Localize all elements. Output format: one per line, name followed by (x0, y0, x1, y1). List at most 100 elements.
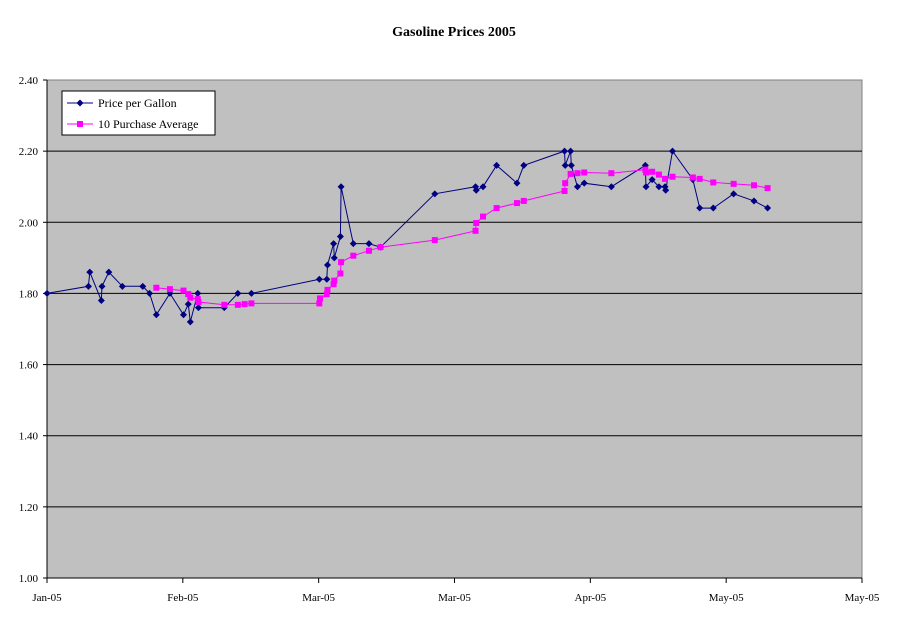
data-point (643, 169, 650, 176)
y-tick-label: 1.00 (19, 573, 39, 585)
data-point (86, 268, 94, 276)
x-tick-label: May-05 (845, 592, 880, 604)
data-point (187, 294, 194, 301)
data-point (317, 295, 324, 302)
data-point (330, 281, 337, 288)
data-point (689, 174, 696, 181)
data-point (330, 240, 338, 248)
data-point (336, 233, 344, 241)
data-point (655, 183, 663, 191)
data-point (118, 282, 126, 290)
data-point (562, 180, 569, 187)
data-point (185, 291, 192, 298)
data-point (316, 300, 323, 307)
data-point (146, 289, 154, 297)
plot-background (46, 79, 863, 579)
data-point (730, 190, 738, 198)
data-point (669, 147, 677, 155)
data-point (561, 161, 569, 169)
data-point (709, 204, 717, 212)
data-point (493, 205, 500, 212)
data-point (194, 304, 202, 312)
data-point (751, 182, 758, 189)
data-point (696, 175, 703, 182)
chart-title: Gasoline Prices 2005 (392, 25, 516, 40)
data-point (315, 275, 323, 283)
data-point (513, 200, 520, 207)
y-tick-label: 2.40 (19, 75, 39, 87)
data-point (764, 204, 772, 212)
data-point (561, 187, 568, 194)
data-point (431, 237, 438, 244)
y-tick-label: 2.20 (19, 146, 39, 158)
data-point (323, 261, 331, 269)
data-point (574, 170, 581, 177)
y-tick-label: 1.80 (19, 288, 39, 300)
data-point (43, 289, 51, 297)
data-point (472, 227, 479, 234)
data-point (573, 183, 581, 191)
data-point (730, 180, 737, 187)
data-point (662, 175, 669, 182)
data-point (567, 161, 575, 169)
legend-label: 10 Purchase Average (98, 117, 198, 131)
data-point (248, 300, 255, 307)
data-point (472, 186, 480, 194)
data-point (561, 147, 569, 155)
plot-area: 1.00 1.20 1.40 1.60 1.80 2.00 2.20 2.40 Jan-05 Fe… (19, 75, 880, 604)
data-point (431, 190, 439, 198)
data-point (337, 183, 345, 191)
data-point (152, 311, 160, 319)
data-point (350, 252, 357, 259)
data-point (349, 240, 357, 248)
y-tick-label: 1.60 (19, 360, 39, 372)
data-point (338, 259, 345, 266)
data-point (580, 179, 588, 187)
legend-label: Price per Gallon (98, 96, 177, 110)
data-point (331, 277, 338, 284)
data-point (480, 213, 487, 220)
data-point (195, 298, 202, 305)
data-point (76, 99, 84, 107)
data-point (479, 183, 487, 191)
data-point (669, 173, 676, 180)
data-point (710, 179, 717, 186)
data-point (221, 301, 228, 308)
data-point (473, 219, 480, 226)
data-point (642, 183, 650, 191)
data-point (323, 275, 331, 283)
data-point (608, 170, 615, 177)
data-point (750, 197, 758, 205)
data-point (655, 171, 662, 178)
data-point (330, 254, 338, 262)
data-point (105, 268, 113, 276)
data-point (98, 282, 106, 290)
data-point (180, 311, 188, 319)
data-point (247, 289, 255, 297)
y-tick-label: 1.20 (19, 502, 39, 514)
y-tick-label: 1.40 (19, 431, 39, 443)
data-point (234, 289, 242, 297)
data-point (607, 183, 615, 191)
data-point (77, 121, 83, 127)
data-point (513, 179, 521, 187)
data-point (520, 197, 527, 204)
data-point (365, 240, 373, 248)
data-point (493, 161, 501, 169)
data-point (194, 289, 202, 297)
data-point (323, 291, 330, 298)
data-point (324, 286, 331, 293)
data-point (166, 286, 173, 293)
data-point (97, 297, 105, 305)
x-tick-label: Apr-05 (575, 592, 607, 604)
data-point (567, 147, 575, 155)
data-point (153, 284, 160, 291)
data-point (184, 300, 192, 308)
data-point (649, 168, 656, 175)
data-point (180, 287, 187, 294)
data-point (337, 270, 344, 277)
data-point (234, 301, 241, 308)
legend (61, 90, 216, 136)
data-point (581, 169, 588, 176)
